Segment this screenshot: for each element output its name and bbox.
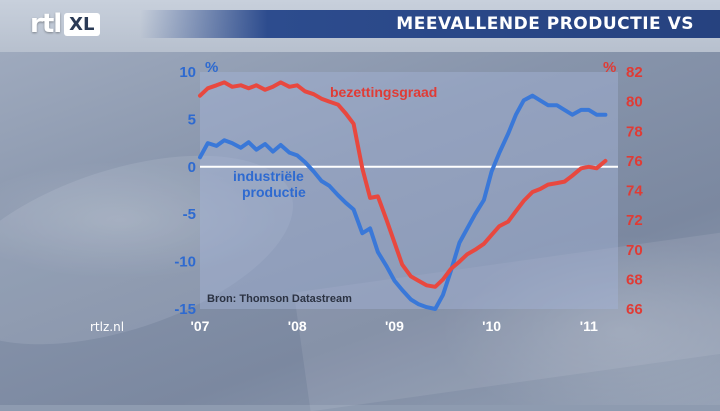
left-axis-tick: 10 [179, 64, 196, 81]
right-axis-tick: 80 [626, 94, 643, 111]
site-watermark: rtlz.nl [90, 320, 125, 334]
series-label-productie-line2: productie [242, 184, 306, 200]
series-label-bezettingsgraad: bezettingsgraad [330, 84, 437, 100]
right-axis-tick: 66 [626, 301, 643, 318]
title-bar: MEEVALLENDE PRODUCTIE VS [140, 10, 720, 38]
right-axis-tick: 74 [626, 183, 643, 200]
left-axis-tick: -15 [174, 301, 196, 318]
right-axis-tick: 78 [626, 123, 643, 140]
right-axis-tick: 72 [626, 212, 643, 229]
series-line-industrileproductie [198, 93, 608, 311]
series-lines [198, 80, 618, 311]
plot-area [200, 72, 618, 309]
left-axis-unit: % [205, 59, 218, 76]
right-axis-tick: 76 [626, 153, 643, 170]
top-banner: rtl XL MEEVALLENDE PRODUCTIE VS [0, 0, 720, 52]
chart-title: MEEVALLENDE PRODUCTIE VS [396, 14, 694, 34]
x-axis-tick: '08 [288, 318, 307, 334]
x-axis-tick: '10 [482, 318, 501, 334]
logo-badge: XL [64, 12, 100, 36]
right-axis-tick: 82 [626, 64, 643, 81]
x-axis-tick: '09 [385, 318, 404, 334]
left-axis-tick: 0 [188, 159, 196, 176]
x-axis-tick: '07 [191, 318, 210, 334]
series-line-bezettingsgraad [198, 80, 608, 289]
rtl-xl-logo: rtl XL [30, 9, 100, 39]
right-axis-tick: 70 [626, 242, 643, 259]
left-axis-tick: -10 [174, 254, 196, 271]
source-note: Bron: Thomson Datastream [207, 293, 352, 305]
logo-text: rtl [30, 9, 62, 39]
left-axis-tick: -5 [183, 206, 196, 223]
left-axis-tick: 5 [188, 111, 196, 128]
axis-ticks: 10 5 0 -5 -10 -15 82 80 78 76 74 72 70 68 66 '07 '08 '09 '… [174, 64, 643, 334]
right-axis-tick: 68 [626, 271, 643, 288]
x-axis-tick: '11 [580, 318, 598, 334]
right-axis-unit: % [603, 59, 616, 76]
series-label-productie-line1: industriële [233, 168, 304, 184]
